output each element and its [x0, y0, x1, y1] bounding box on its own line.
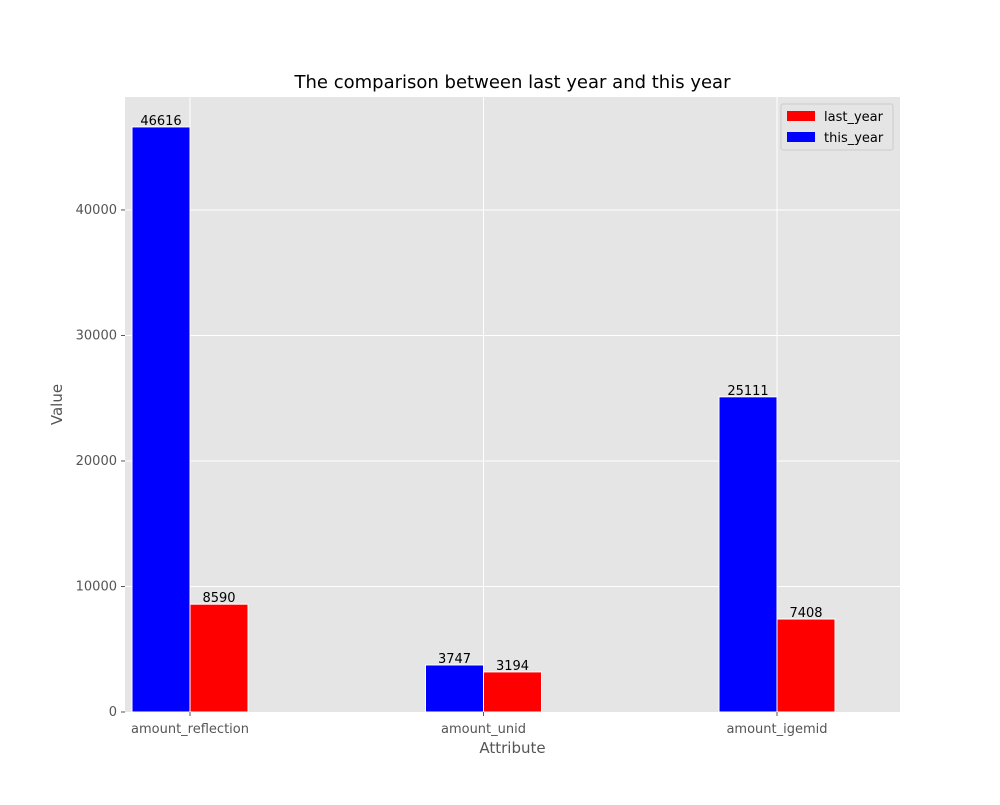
- legend: last_year this_year: [780, 103, 894, 151]
- y-tick-label: 40000: [76, 203, 117, 218]
- bar-this_year: [425, 664, 484, 713]
- bar-value-label: 3747: [438, 652, 471, 667]
- bar-value-label: 7408: [789, 606, 822, 621]
- y-tick-label: 30000: [76, 328, 117, 343]
- bar-this_year: [718, 396, 778, 713]
- x-axis-label: Attribute: [479, 739, 545, 757]
- bar-last_year: [776, 618, 836, 713]
- legend-label-this_year: this_year: [824, 131, 884, 146]
- bar-value-label: 25111: [727, 384, 768, 399]
- y-tick-label: 10000: [76, 579, 117, 594]
- bars: [131, 126, 836, 713]
- bar-value-label: 46616: [140, 114, 181, 129]
- bar-last_year: [483, 671, 542, 713]
- value-labels: 46616 3747 25111 8590 3194 7408: [140, 114, 822, 674]
- bar-this_year: [131, 126, 191, 713]
- x-tick-label: amount_reflection: [131, 722, 249, 737]
- bar-value-label: 8590: [202, 591, 235, 606]
- y-tick-label: 0: [109, 705, 117, 720]
- y-tick-label: 20000: [76, 454, 117, 469]
- chart-title: The comparison between last year and thi…: [294, 72, 732, 93]
- legend-swatch-last_year: [787, 111, 815, 121]
- x-tick-label: amount_unid: [441, 722, 526, 737]
- y-axis-label: Value: [48, 384, 66, 425]
- axis-ticks: 0 10000 20000 30000 40000 amount_reflection am…: [76, 203, 828, 737]
- legend-label-last_year: last_year: [824, 110, 884, 125]
- bar-value-label: 3194: [496, 659, 529, 674]
- legend-swatch-this_year: [787, 132, 815, 142]
- bar-last_year: [189, 603, 249, 713]
- x-tick-label: amount_igemid: [726, 722, 827, 737]
